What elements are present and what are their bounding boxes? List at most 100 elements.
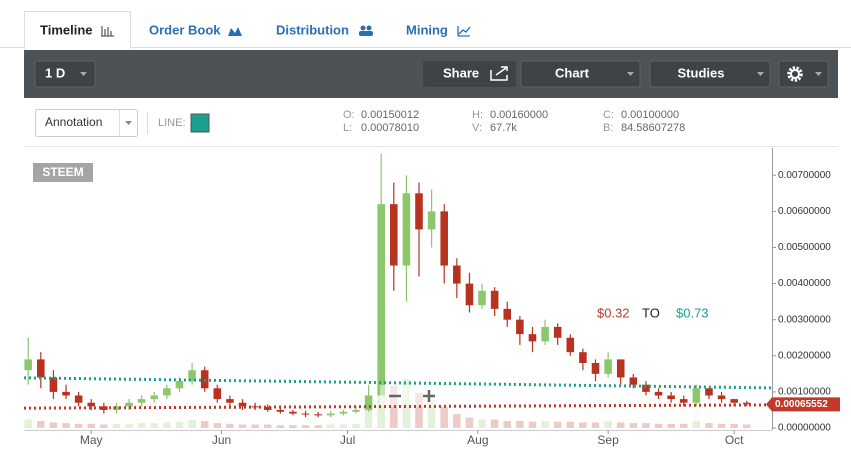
interval-select[interactable] [34, 60, 96, 88]
stat-value: 0.00160000 [490, 109, 548, 121]
tab-icon [457, 26, 471, 37]
volume-bar [163, 422, 171, 428]
annotation-label[interactable]: Annotation [45, 115, 102, 129]
last-price-label: 0.00065552 [775, 399, 828, 410]
volume-bar [125, 423, 133, 428]
candle-body [478, 290, 486, 306]
zoom-in[interactable] [423, 390, 435, 402]
volume-bar [276, 425, 285, 428]
volume-bar [717, 423, 726, 428]
x-tick-label: May [80, 433, 103, 447]
caret [627, 72, 634, 76]
candle-body [692, 388, 701, 403]
candle-body [390, 204, 398, 266]
tab-icon [228, 27, 242, 36]
candle-body [465, 283, 474, 306]
annotation-select[interactable] [35, 109, 138, 137]
x-tick-label: Sep [597, 433, 619, 447]
volume-bar [24, 419, 32, 428]
candle-body [629, 377, 638, 385]
annotation: $0.32 [597, 305, 630, 320]
gear-icon [787, 66, 803, 82]
volume-bar [616, 422, 625, 428]
chart-button[interactable]: Chart [555, 65, 590, 80]
volume-bar [74, 423, 83, 428]
candle-body [213, 388, 222, 400]
candle-body [453, 265, 461, 284]
candle-body [415, 193, 423, 230]
line-color-swatch[interactable] [190, 113, 210, 133]
candle-body [276, 409, 285, 412]
volume-bar [440, 407, 449, 428]
volume-bar [743, 424, 751, 428]
volume-bar [516, 421, 524, 428]
candle-body [679, 399, 688, 403]
volume-bar [730, 423, 738, 428]
candle-body [112, 406, 121, 410]
volume-bar [263, 424, 272, 428]
candle-body [352, 409, 360, 412]
candle-body [566, 337, 575, 353]
volume-bar [566, 421, 575, 428]
candle-body [175, 381, 184, 389]
tab[interactable]: Mining [406, 22, 448, 37]
volume-bar [301, 425, 310, 428]
caret [757, 72, 764, 76]
active-tab[interactable] [24, 11, 131, 49]
y-tick-label: 0.00000000 [778, 423, 831, 434]
volume-bar [427, 400, 436, 428]
stat-label: C: [603, 109, 614, 121]
gear-icon [790, 69, 800, 79]
candle-body [150, 395, 159, 400]
tab[interactable]: Timeline [40, 22, 93, 37]
volume-bar [352, 423, 360, 428]
candle-body [364, 395, 373, 410]
candle-body [490, 290, 499, 309]
tab[interactable]: Order Book [149, 22, 221, 37]
y-tick-label: 0.00600000 [778, 206, 831, 217]
volume-bar [541, 421, 549, 428]
y-tick-label: 0.00700000 [778, 170, 831, 181]
candle-body [440, 211, 449, 266]
stat-label: H: [472, 109, 483, 121]
stat-label: L: [343, 122, 352, 134]
volume-bar [289, 425, 297, 428]
studies-select[interactable] [649, 60, 771, 88]
volume-bar [339, 424, 348, 428]
share[interactable]: Share [443, 65, 479, 80]
studies-button[interactable]: Studies [678, 65, 725, 80]
volume-bar [188, 419, 196, 428]
volume-bar [137, 423, 146, 428]
candle-body [553, 326, 562, 338]
symbol-badge [33, 163, 93, 182]
volume-bar [465, 417, 474, 428]
volume-bar [213, 423, 222, 428]
stat-value: 0.00150012 [361, 109, 419, 121]
candle-body [125, 402, 133, 407]
x-tick-label: Jun [212, 433, 231, 447]
volume-bar [679, 423, 688, 428]
candle-body [37, 359, 45, 378]
volume-bar [667, 423, 675, 428]
candle-body [238, 402, 247, 407]
candle-body [642, 384, 650, 392]
settings-button[interactable] [778, 60, 829, 88]
interval[interactable]: 1 D [45, 65, 65, 80]
candle-body [87, 402, 96, 407]
candle-body [516, 319, 524, 335]
volume-bar [87, 423, 96, 428]
candle-body [402, 193, 411, 266]
volume-bar [642, 423, 650, 428]
y-tick-label: 0.00500000 [778, 242, 831, 253]
volume-bar [175, 421, 184, 428]
chart-select[interactable] [520, 60, 641, 88]
candle-body [49, 377, 58, 392]
volume-bar [654, 423, 663, 428]
tab[interactable]: Distribution [276, 22, 349, 37]
stat-value: 0.00078010 [361, 122, 419, 134]
volume-bar [629, 423, 638, 428]
volume-bar [415, 393, 423, 428]
volume-bar [226, 423, 234, 428]
volume-bar [453, 414, 461, 428]
